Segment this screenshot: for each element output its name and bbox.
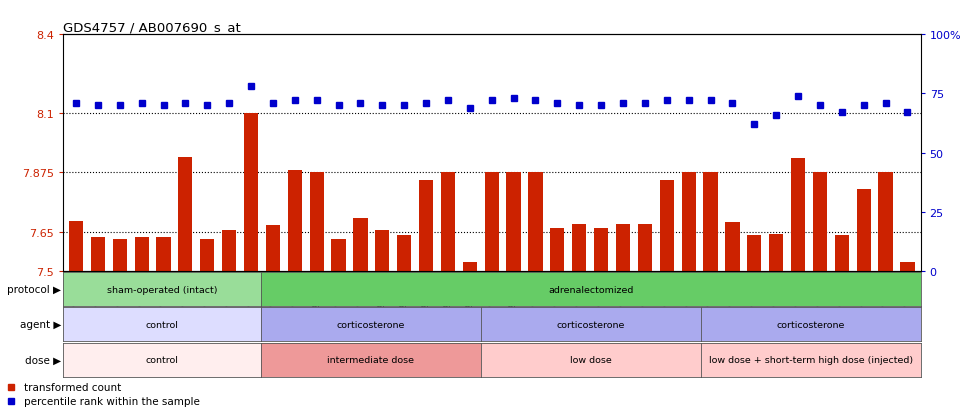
Bar [69,221,83,271]
Bar [835,236,849,271]
Text: corticosterone: corticosterone [556,320,625,329]
Bar [309,173,324,271]
Bar [332,240,345,271]
Text: corticosterone: corticosterone [777,320,845,329]
Bar [507,173,520,271]
Text: low dose + short-term high dose (injected): low dose + short-term high dose (injecte… [709,355,913,364]
Text: protocol ▶: protocol ▶ [7,285,61,294]
Text: transformed count: transformed count [24,382,121,392]
Text: control: control [145,355,178,364]
Bar [747,236,761,271]
Text: low dose: low dose [570,355,611,364]
Bar [900,262,915,271]
Bar [528,173,542,271]
Bar [616,224,630,271]
Bar [287,170,302,271]
Text: agent ▶: agent ▶ [19,320,61,330]
Bar [134,237,149,271]
Bar [659,181,674,271]
Bar [550,228,565,271]
Text: percentile rank within the sample: percentile rank within the sample [24,396,200,406]
Bar [91,237,105,271]
Bar [419,181,433,271]
Bar [353,219,367,271]
Bar [638,224,652,271]
Bar [813,173,827,271]
Text: intermediate dose: intermediate dose [327,355,414,364]
Text: corticosterone: corticosterone [337,320,405,329]
Bar [703,173,718,271]
Bar [791,159,806,271]
Bar [725,223,740,271]
Bar [682,173,696,271]
Bar [857,190,871,271]
Bar [375,230,390,271]
Bar [769,235,783,271]
Text: sham-operated (intact): sham-operated (intact) [106,285,217,294]
Bar [178,157,192,271]
Bar [397,236,411,271]
Bar [244,114,258,271]
Bar [200,240,215,271]
Bar [878,173,893,271]
Bar [572,224,586,271]
Text: control: control [145,320,178,329]
Bar [594,228,608,271]
Bar [463,262,477,271]
Bar [157,237,170,271]
Bar [266,225,280,271]
Bar [484,173,499,271]
Bar [112,240,127,271]
Bar [441,173,455,271]
Text: adrenalectomized: adrenalectomized [548,285,633,294]
Bar [222,230,236,271]
Text: dose ▶: dose ▶ [25,355,61,365]
Text: GDS4757 / AB007690_s_at: GDS4757 / AB007690_s_at [63,21,241,34]
